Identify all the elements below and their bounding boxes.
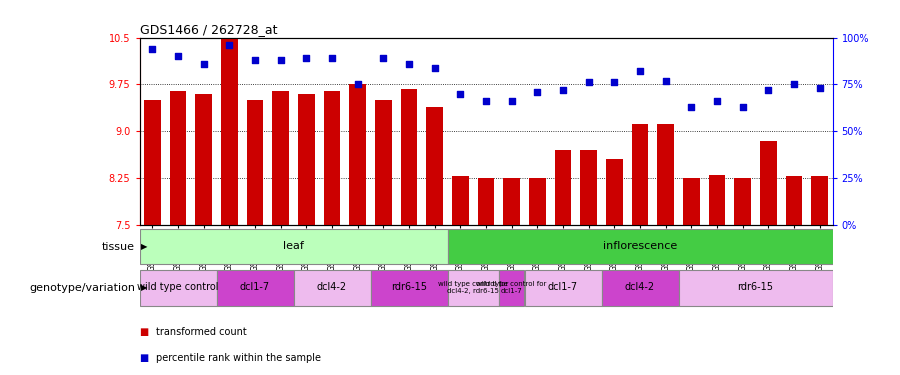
Text: percentile rank within the sample: percentile rank within the sample [156, 353, 320, 363]
Point [813, 85, 827, 91]
Point [684, 104, 698, 110]
Bar [478, 177, 494, 225]
Bar [400, 89, 418, 225]
Point [145, 46, 159, 52]
Text: tissue: tissue [102, 242, 135, 252]
Point [633, 68, 647, 74]
Bar [657, 124, 674, 225]
Text: ■: ■ [140, 327, 148, 337]
Point [787, 81, 801, 87]
Bar [349, 84, 366, 225]
Point [196, 61, 211, 67]
Bar [632, 124, 648, 225]
Point [350, 81, 365, 87]
Point [479, 98, 493, 104]
Bar [452, 176, 469, 225]
Point [530, 89, 544, 95]
Text: transformed count: transformed count [156, 327, 247, 337]
Bar [683, 177, 699, 225]
Point [401, 61, 416, 67]
Point [274, 57, 288, 63]
Point [581, 80, 596, 86]
Bar [447, 270, 499, 306]
Point [505, 98, 519, 104]
Text: inflorescence: inflorescence [603, 241, 677, 251]
Point [325, 55, 339, 61]
Point [222, 42, 237, 48]
Text: genotype/variation: genotype/variation [29, 283, 135, 293]
Bar [503, 177, 520, 225]
Text: GDS1466 / 262728_at: GDS1466 / 262728_at [140, 23, 277, 36]
Text: dcl4-2: dcl4-2 [317, 282, 347, 292]
Bar [273, 91, 289, 225]
Point [171, 53, 185, 59]
Point [659, 78, 673, 84]
Text: rdr6-15: rdr6-15 [391, 282, 427, 292]
Text: wild type control for
dcl1-7: wild type control for dcl1-7 [476, 280, 547, 294]
Bar [293, 270, 371, 306]
Point [761, 87, 776, 93]
Bar [786, 176, 802, 225]
Bar [499, 270, 525, 306]
Point [299, 55, 313, 61]
Bar [195, 94, 212, 225]
Bar [580, 150, 597, 225]
Bar [525, 270, 601, 306]
Bar [140, 229, 447, 264]
Point [453, 91, 467, 97]
Point [735, 104, 750, 110]
Bar [529, 177, 545, 225]
Text: dcl1-7: dcl1-7 [240, 282, 270, 292]
Text: ▶: ▶ [141, 284, 148, 292]
Text: wild type control for
dcl4-2, rdr6-15: wild type control for dcl4-2, rdr6-15 [438, 280, 508, 294]
Bar [554, 150, 572, 225]
Text: wild type control: wild type control [137, 282, 219, 292]
Bar [708, 175, 725, 225]
Text: rdr6-15: rdr6-15 [737, 282, 773, 292]
Bar [170, 91, 186, 225]
Point [556, 87, 571, 93]
Text: dcl4-2: dcl4-2 [625, 282, 655, 292]
Point [710, 98, 724, 104]
Bar [371, 270, 447, 306]
Bar [324, 91, 340, 225]
Text: ■: ■ [140, 353, 148, 363]
Bar [601, 270, 679, 306]
Bar [144, 100, 161, 225]
Bar [447, 229, 832, 264]
Bar [734, 177, 751, 225]
Bar [427, 108, 443, 225]
Bar [606, 159, 623, 225]
Point [376, 55, 391, 61]
Text: dcl1-7: dcl1-7 [548, 282, 578, 292]
Bar [811, 176, 828, 225]
Bar [760, 141, 777, 225]
Bar [221, 39, 238, 225]
Bar [140, 270, 217, 306]
Point [248, 57, 262, 63]
Bar [679, 270, 832, 306]
Point [428, 64, 442, 70]
Point [608, 80, 622, 86]
Bar [247, 100, 264, 225]
Bar [298, 94, 315, 225]
Text: ▶: ▶ [141, 242, 148, 251]
Text: leaf: leaf [284, 241, 304, 251]
Bar [217, 270, 293, 306]
Bar [375, 100, 392, 225]
